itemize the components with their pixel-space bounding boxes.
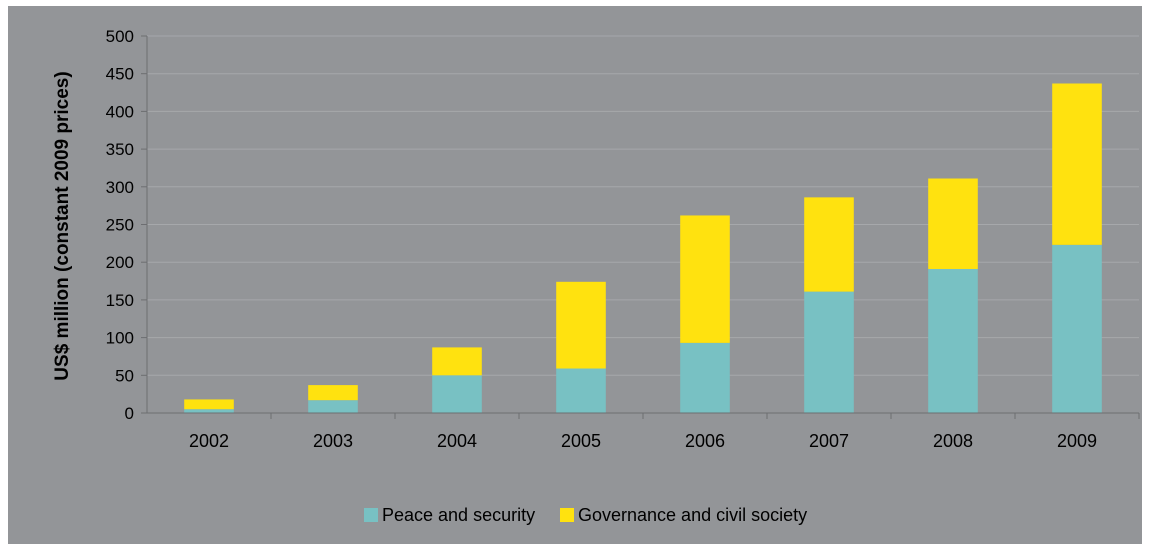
y-tick-label: 200 [106,253,134,272]
bar-governance-and-civil-society-2005 [556,281,606,369]
bar-governance-and-civil-society-2007 [804,197,854,292]
bar-governance-and-civil-society-2004 [432,347,482,376]
bar-peace-and-security-2009 [1052,244,1102,413]
legend-label: Peace and security [382,505,535,525]
bar-governance-and-civil-society-2002 [184,399,234,410]
y-tick-label: 500 [106,27,134,46]
x-tick-label: 2002 [189,431,229,451]
bar-peace-and-security-2006 [680,342,730,413]
y-tick-label: 350 [106,140,134,159]
y-tick-label: 450 [106,65,134,84]
x-tick-label: 2007 [809,431,849,451]
y-tick-label: 250 [106,216,134,235]
y-tick-label: 400 [106,102,134,121]
bar-peace-and-security-2004 [432,375,482,413]
bar-governance-and-civil-society-2006 [680,215,730,343]
axes: 0 50 100 150 200 250 300 350 400 450 500 2002 2003 20… [106,27,1140,451]
bar-peace-and-security-2005 [556,368,606,413]
y-tick-label: 0 [125,404,134,423]
bar-peace-and-security-2008 [928,268,978,413]
y-tick-label: 150 [106,291,134,310]
x-tick-label: 2003 [313,431,353,451]
x-tick-label: 2006 [685,431,725,451]
bar-peace-and-security-2007 [804,291,854,413]
bars [184,83,1102,413]
y-tick-label: 100 [106,329,134,348]
legend: Peace and security Governance and civil s… [364,505,807,525]
legend-label: Governance and civil society [578,505,807,525]
y-tick-label: 50 [115,366,134,385]
y-tick-label: 300 [106,178,134,197]
bar-governance-and-civil-society-2003 [308,385,358,401]
bar-governance-and-civil-society-2008 [928,178,978,269]
bar-peace-and-security-2003 [308,400,358,413]
gridlines [147,35,1139,376]
bar-governance-and-civil-society-2009 [1052,83,1102,245]
x-tick-label: 2008 [933,431,973,451]
x-tick-label: 2009 [1057,431,1097,451]
x-tick-label: 2005 [561,431,601,451]
legend-swatch [560,508,574,522]
x-tick-label: 2004 [437,431,477,451]
legend-swatch [364,508,378,522]
y-axis-label: US$ million (constant 2009 prices) [52,71,73,380]
bar-peace-and-security-2002 [184,409,234,413]
